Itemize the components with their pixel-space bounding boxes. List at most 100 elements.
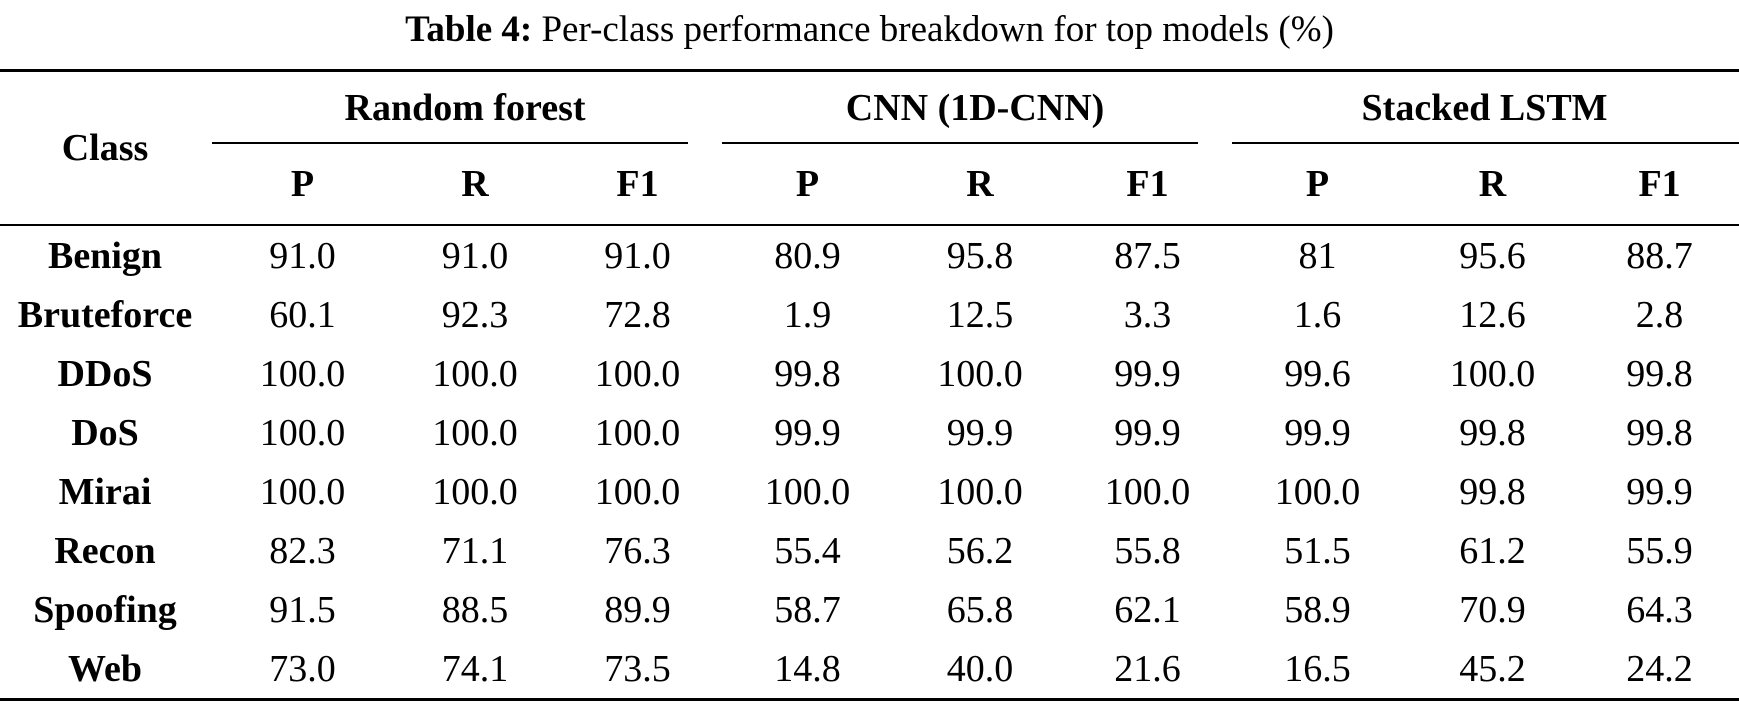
metric-cell: 87.5 xyxy=(1114,234,1181,277)
table-row: Benign 91.0 91.0 91.0 80.9 95.8 87.5 81 … xyxy=(0,225,1739,285)
metric-cell: 65.8 xyxy=(946,588,1014,631)
metric-cell: 1.9 xyxy=(783,293,832,336)
metric-header-p: P xyxy=(720,144,896,226)
metric-cell: 91.0 xyxy=(441,234,509,277)
metric-cell: 12.6 xyxy=(1459,293,1526,336)
metric-cell: 95.6 xyxy=(1459,234,1526,277)
metric-cell: 100.0 xyxy=(937,352,1023,395)
metric-cell: 100.0 xyxy=(764,470,851,513)
metric-cell: 89.9 xyxy=(604,588,671,631)
metric-cell: 99.8 xyxy=(774,352,841,395)
class-cell: Spoofing xyxy=(33,588,177,631)
metric-cell: 100.0 xyxy=(432,411,518,454)
table-caption-text: Per-class performance breakdown for top … xyxy=(532,9,1334,50)
table-row: Mirai 100.0 100.0 100.0 100.0 100.0 100.… xyxy=(0,462,1739,521)
metric-cell: 99.8 xyxy=(1459,411,1526,454)
metric-header-r: R xyxy=(895,144,1066,226)
metric-cell: 99.6 xyxy=(1284,352,1351,395)
metric-cell: 14.8 xyxy=(720,639,896,701)
metric-cell: 55.4 xyxy=(774,529,841,572)
metric-cell: 70.9 xyxy=(1459,588,1526,631)
metric-cell: 58.9 xyxy=(1284,588,1351,631)
group-header-label: Random forest xyxy=(344,87,586,129)
metric-cell: 100.0 xyxy=(937,470,1023,513)
metric-cell: 100.0 xyxy=(259,352,346,395)
metric-cell: 76.3 xyxy=(604,529,671,572)
group-header-random-forest: Random forest xyxy=(210,71,720,144)
metric-header-r: R xyxy=(395,144,555,226)
metric-header-r: R xyxy=(1405,144,1581,226)
metric-cell: 3.3 xyxy=(1123,293,1172,336)
metric-cell: 51.5 xyxy=(1284,529,1351,572)
metric-cell: 99.9 xyxy=(1626,470,1693,513)
metric-cell: 100.0 xyxy=(594,470,681,513)
class-cell: Bruteforce xyxy=(17,293,193,336)
class-cell: Web xyxy=(0,639,210,701)
metric-cell: 73.0 xyxy=(210,639,395,701)
class-cell: Benign xyxy=(47,234,163,277)
metric-cell: 100.0 xyxy=(594,352,681,395)
metric-cell: 71.1 xyxy=(441,529,509,572)
table-row: Spoofing 91.5 88.5 89.9 58.7 65.8 62.1 5… xyxy=(0,580,1739,639)
metric-cell: 99.8 xyxy=(1626,411,1693,454)
metric-cell: 60.1 xyxy=(269,293,336,336)
metric-cell: 72.8 xyxy=(604,293,671,336)
metric-cell: 12.5 xyxy=(946,293,1014,336)
metric-cell: 100.0 xyxy=(1274,470,1361,513)
metric-cell: 16.5 xyxy=(1230,639,1406,701)
metric-cell: 91.5 xyxy=(269,588,336,631)
metric-cell: 88.5 xyxy=(441,588,509,631)
metric-cell: 55.8 xyxy=(1114,529,1181,572)
metric-cell: 61.2 xyxy=(1459,529,1526,572)
metric-cell: 95.8 xyxy=(946,234,1014,277)
metric-cell: 62.1 xyxy=(1114,588,1181,631)
metric-cell: 92.3 xyxy=(441,293,509,336)
metric-cell: 100.0 xyxy=(1104,470,1191,513)
group-header-label: CNN (1D-CNN) xyxy=(845,87,1105,129)
metric-header-p: P xyxy=(1230,144,1406,226)
table-row: Web 73.0 74.1 73.5 14.8 40.0 21.6 16.5 4… xyxy=(0,639,1739,701)
metric-cell: 100.0 xyxy=(259,470,346,513)
metric-cell: 55.9 xyxy=(1626,529,1693,572)
metric-cell: 74.1 xyxy=(395,639,555,701)
metric-cell: 99.9 xyxy=(1114,352,1181,395)
metric-cell: 64.3 xyxy=(1626,588,1693,631)
group-header-stacked-lstm: Stacked LSTM xyxy=(1230,71,1739,144)
table-caption: Table 4: Per-class performance breakdown… xyxy=(0,0,1739,69)
metric-cell: 91.0 xyxy=(604,234,671,277)
metric-cell: 82.3 xyxy=(269,529,336,572)
metric-cell: 99.8 xyxy=(1626,352,1693,395)
metric-cell: 21.6 xyxy=(1065,639,1231,701)
metric-cell: 100.0 xyxy=(259,411,346,454)
metric-header-f1: F1 xyxy=(555,144,721,226)
metric-header-p: P xyxy=(210,144,395,226)
metric-cell: 99.9 xyxy=(774,411,841,454)
class-cell: Mirai xyxy=(58,470,152,513)
metric-cell: 73.5 xyxy=(555,639,721,701)
group-header-row: Class Random forest CNN (1D-CNN) Stacked… xyxy=(0,70,1739,226)
metric-cell: 99.9 xyxy=(946,411,1014,454)
cmidrule-random-forest xyxy=(212,142,689,144)
metric-cell: 100.0 xyxy=(432,470,518,513)
table-row: Recon 82.3 71.1 76.3 55.4 56.2 55.8 51.5… xyxy=(0,521,1739,580)
metric-cell: 2.8 xyxy=(1635,293,1684,336)
metric-cell: 58.7 xyxy=(774,588,841,631)
metric-cell: 80.9 xyxy=(774,234,841,277)
metric-cell: 81 xyxy=(1298,234,1337,277)
metric-cell: 100.0 xyxy=(1449,352,1536,395)
metric-header-row: P R F1 P R F1 P R F1 xyxy=(0,144,1739,226)
table-row: DoS 100.0 100.0 100.0 99.9 99.9 99.9 99.… xyxy=(0,403,1739,462)
class-column-header: Class xyxy=(0,70,210,226)
metric-cell: 100.0 xyxy=(432,352,518,395)
metric-cell: 1.6 xyxy=(1293,293,1342,336)
metric-cell: 99.9 xyxy=(1284,411,1351,454)
class-cell: DoS xyxy=(71,411,139,454)
metric-header-f1: F1 xyxy=(1065,144,1231,226)
cmidrule-cnn xyxy=(722,142,1199,144)
table-row: DDoS 100.0 100.0 100.0 99.8 100.0 99.9 9… xyxy=(0,344,1739,403)
metric-cell: 40.0 xyxy=(895,639,1066,701)
performance-table: Class Random forest CNN (1D-CNN) Stacked… xyxy=(0,69,1739,701)
cmidrule-stacked-lstm xyxy=(1232,142,1739,144)
metric-cell: 100.0 xyxy=(594,411,681,454)
